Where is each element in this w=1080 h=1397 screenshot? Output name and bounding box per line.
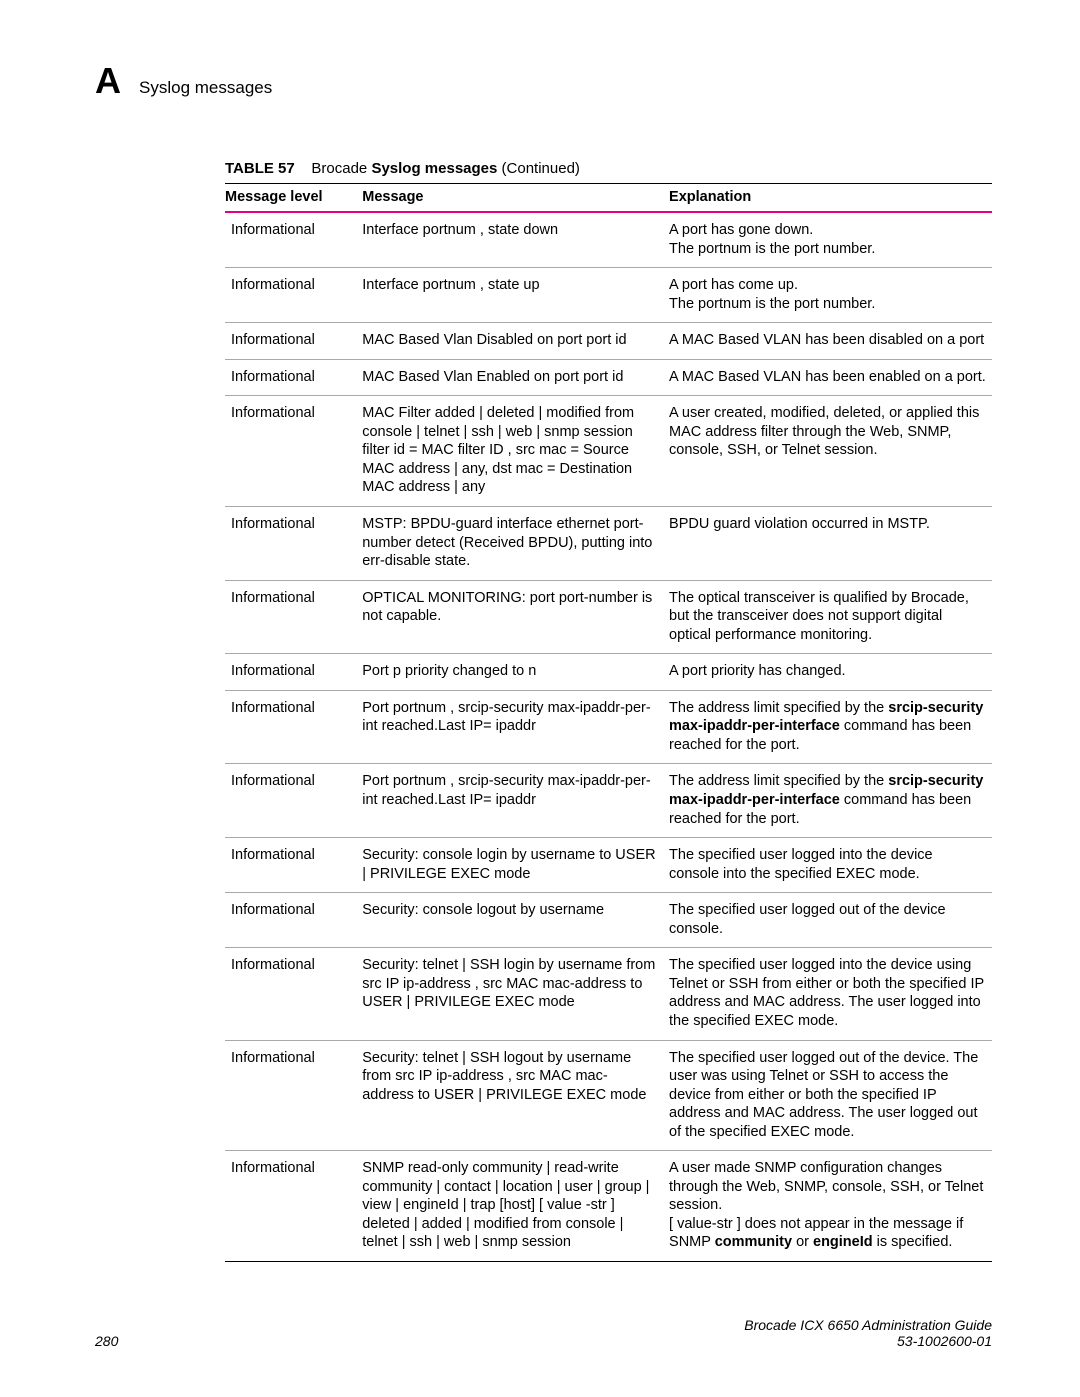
cell-message: MAC Based Vlan Enabled on port port id [356,359,663,396]
cell-level: Informational [225,948,356,1040]
cell-level: Informational [225,507,356,581]
table-row: InformationalMSTP: BPDU-guard interface … [225,507,992,581]
cell-level: Informational [225,764,356,838]
cell-message: Security: telnet | SSH login by username… [356,948,663,1040]
table-row: InformationalSecurity: telnet | SSH logi… [225,948,992,1040]
page-number: 280 [95,1333,118,1349]
syslog-table-wrap: Message level Message Explanation Inform… [225,183,992,1262]
table-row: InformationalPort portnum , srcip-securi… [225,764,992,838]
cell-explanation: The address limit specified by the srcip… [663,690,992,764]
caption-text-post: (Continued) [497,160,580,177]
page-header: A Syslog messages [95,60,992,102]
cell-explanation: A port has gone down. The portnum is the… [663,212,992,268]
table-row: InformationalInterface portnum , state d… [225,212,992,268]
table-row: InformationalMAC Based Vlan Enabled on p… [225,359,992,396]
cell-message: Port portnum , srcip-security max-ipaddr… [356,764,663,838]
table-row: InformationalPort portnum , srcip-securi… [225,690,992,764]
appendix-title: Syslog messages [139,78,272,98]
cell-explanation: BPDU guard violation occurred in MSTP. [663,507,992,581]
table-row: InformationalSecurity: console login by … [225,838,992,893]
cell-message: Interface portnum , state up [356,268,663,323]
cell-level: Informational [225,1040,356,1151]
col-header-message: Message [356,184,663,213]
appendix-letter: A [95,60,121,102]
table-row: InformationalSecurity: telnet | SSH logo… [225,1040,992,1151]
cell-explanation: A user created, modified, deleted, or ap… [663,396,992,507]
table-row: InformationalSecurity: console logout by… [225,893,992,948]
table-number: TABLE 57 [225,160,295,177]
cell-explanation: A user made SNMP configuration changes t… [663,1151,992,1262]
cell-message: Port portnum , srcip-security max-ipaddr… [356,690,663,764]
table-row: InformationalOPTICAL MONITORING: port po… [225,580,992,654]
cell-message: Security: console login by username to U… [356,838,663,893]
cell-message: Security: console logout by username [356,893,663,948]
cell-level: Informational [225,268,356,323]
cell-explanation: The specified user logged into the devic… [663,948,992,1040]
caption-bold: Syslog messages [371,160,497,177]
guide-title: Brocade ICX 6650 Administration Guide [744,1317,992,1333]
cell-level: Informational [225,654,356,691]
cell-message: SNMP read-only community | read-write co… [356,1151,663,1262]
cell-explanation: The specified user logged out of the dev… [663,1040,992,1151]
cell-explanation: The optical transceiver is qualified by … [663,580,992,654]
cell-message: MAC Filter added | deleted | modified fr… [356,396,663,507]
cell-level: Informational [225,396,356,507]
cell-explanation: A MAC Based VLAN has been enabled on a p… [663,359,992,396]
cell-message: Interface portnum , state down [356,212,663,268]
cell-message: MAC Based Vlan Disabled on port port id [356,323,663,360]
footer-right: Brocade ICX 6650 Administration Guide 53… [744,1317,992,1349]
cell-level: Informational [225,323,356,360]
doc-number: 53-1002600-01 [744,1333,992,1349]
cell-explanation: A port has come up. The portnum is the p… [663,268,992,323]
syslog-table: Message level Message Explanation Inform… [225,183,992,1262]
cell-level: Informational [225,359,356,396]
cell-level: Informational [225,212,356,268]
cell-explanation: A MAC Based VLAN has been disabled on a … [663,323,992,360]
cell-message: OPTICAL MONITORING: port port-number is … [356,580,663,654]
cell-explanation: The address limit specified by the srcip… [663,764,992,838]
cell-level: Informational [225,690,356,764]
table-header-row: Message level Message Explanation [225,184,992,213]
table-row: InformationalMAC Filter added | deleted … [225,396,992,507]
cell-message: MSTP: BPDU-guard interface ethernet port… [356,507,663,581]
page-footer: 280 Brocade ICX 6650 Administration Guid… [95,1317,992,1349]
cell-level: Informational [225,580,356,654]
cell-explanation: The specified user logged out of the dev… [663,893,992,948]
table-caption: TABLE 57 Brocade Syslog messages (Contin… [225,160,992,177]
cell-message: Security: telnet | SSH logout by usernam… [356,1040,663,1151]
caption-text-pre: Brocade [311,160,371,177]
cell-explanation: A port priority has changed. [663,654,992,691]
table-row: InformationalSNMP read-only community | … [225,1151,992,1262]
table-row: InformationalMAC Based Vlan Disabled on … [225,323,992,360]
cell-level: Informational [225,1151,356,1262]
table-row: InformationalInterface portnum , state u… [225,268,992,323]
col-header-level: Message level [225,184,356,213]
table-row: InformationalPort p priority changed to … [225,654,992,691]
cell-message: Port p priority changed to n [356,654,663,691]
cell-explanation: The specified user logged into the devic… [663,838,992,893]
cell-level: Informational [225,893,356,948]
col-header-explanation: Explanation [663,184,992,213]
cell-level: Informational [225,838,356,893]
